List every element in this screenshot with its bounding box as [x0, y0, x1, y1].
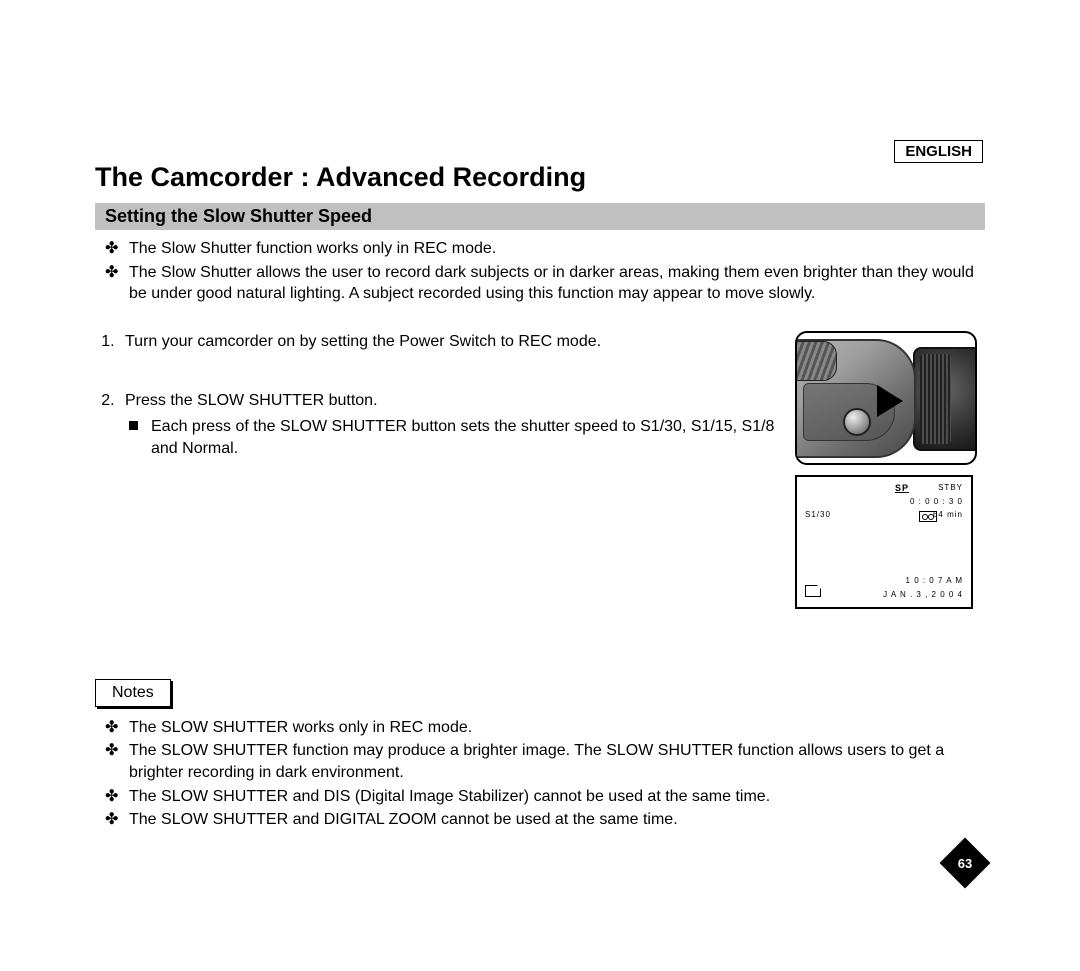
manual-page: ENGLISH The Camcorder : Advanced Recordi…: [0, 0, 1080, 971]
illustration-column: SP STBY 0 : 0 0 : 3 0 64 min S1/30 1 0 :…: [795, 331, 985, 609]
lcd-clock-label: 1 0 : 0 7 A M: [906, 576, 963, 585]
intro-bullet: The Slow Shutter allows the user to reco…: [123, 262, 985, 305]
content-columns: Turn your camcorder on by setting the Po…: [95, 331, 985, 609]
section-heading: Setting the Slow Shutter Speed: [95, 203, 985, 230]
note-bullet: The SLOW SHUTTER function may produce a …: [123, 740, 985, 783]
steps-list: Turn your camcorder on by setting the Po…: [95, 331, 783, 459]
lcd-shutter-label: S1/30: [805, 510, 831, 519]
step-item: Turn your camcorder on by setting the Po…: [119, 331, 783, 353]
camcorder-grip-icon: [795, 341, 837, 381]
lcd-sp-label: SP: [895, 483, 909, 493]
page-number-badge: 63: [947, 845, 983, 881]
note-bullet: The SLOW SHUTTER works only in REC mode.: [123, 717, 985, 739]
lcd-stby-label: STBY: [938, 483, 963, 492]
camcorder-illustration: [795, 331, 977, 465]
page-number: 63: [947, 845, 983, 881]
lcd-counter-label: 0 : 0 0 : 3 0: [910, 497, 963, 506]
notes-heading: Notes: [95, 679, 171, 707]
language-box: ENGLISH: [894, 140, 983, 163]
step-item: Press the SLOW SHUTTER button. Each pres…: [119, 390, 783, 459]
substep-list: Each press of the SLOW SHUTTER button se…: [125, 416, 783, 459]
lcd-screen: SP STBY 0 : 0 0 : 3 0 64 min S1/30 1 0 :…: [795, 475, 973, 609]
lcd-date-label: J A N . 3 , 2 0 0 4: [883, 590, 963, 599]
note-bullet: The SLOW SHUTTER and DIGITAL ZOOM cannot…: [123, 809, 985, 831]
intro-list: The Slow Shutter function works only in …: [95, 238, 985, 305]
play-arrow-icon: [877, 385, 903, 417]
lcd-remaining-label: 64 min: [933, 510, 963, 519]
camcorder-button-icon: [843, 408, 871, 436]
camcorder-lens-icon: [913, 347, 977, 451]
step-text: Press the SLOW SHUTTER button.: [125, 392, 378, 409]
card-icon: [805, 585, 821, 597]
substep-text: Each press of the SLOW SHUTTER button se…: [129, 416, 783, 459]
note-bullet: The SLOW SHUTTER and DIS (Digital Image …: [123, 786, 985, 808]
language-label: ENGLISH: [905, 143, 972, 160]
steps-column: Turn your camcorder on by setting the Po…: [95, 331, 795, 497]
notes-list: The SLOW SHUTTER works only in REC mode.…: [95, 717, 985, 831]
page-title: The Camcorder : Advanced Recording: [95, 162, 985, 193]
step-text: Turn your camcorder on by setting the Po…: [125, 333, 601, 350]
intro-bullet: The Slow Shutter function works only in …: [123, 238, 985, 260]
